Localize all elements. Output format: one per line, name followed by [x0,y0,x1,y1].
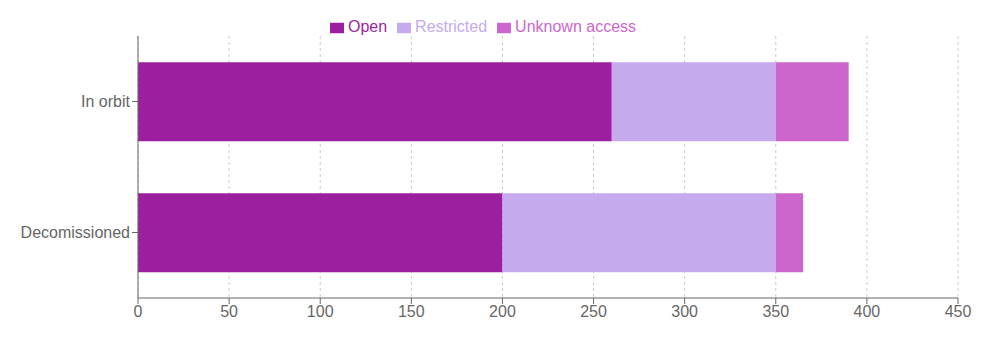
svg-text:150: 150 [398,303,425,320]
svg-text:250: 250 [580,303,607,320]
html-text:Restricted: Restricted [415,18,488,35]
svg-text:Decomissioned: Decomissioned [21,224,130,241]
svg-text:450: 450 [945,303,972,320]
svg-text:50: 50 [220,303,238,320]
svg-text:0: 0 [134,303,143,320]
svg-text:400: 400 [854,303,881,320]
html-text:Open: Open [347,18,388,35]
svg-text:200: 200 [489,303,516,320]
svg-text:300: 300 [671,303,698,320]
svg-text:350: 350 [762,303,789,320]
html-text:Unknown access: Unknown access [515,18,637,35]
svg-text:100: 100 [307,303,334,320]
svg-text:In orbit: In orbit [81,93,130,110]
